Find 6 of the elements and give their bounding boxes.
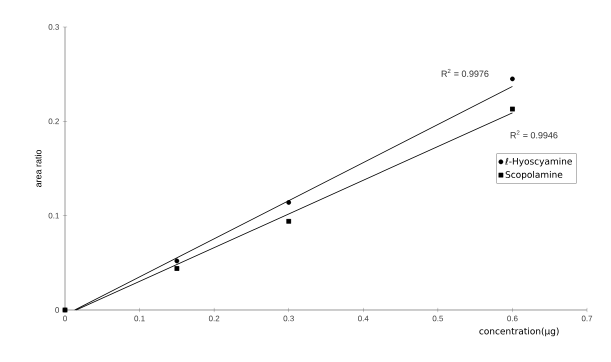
annotation: R$^{2}$ = 0.9976	[442, 68, 489, 77]
legend-label: Scopolamine	[506, 170, 562, 180]
y-axis-title: area ratio	[34, 150, 42, 188]
annotation: R$^{2}$ = 0.9946	[510, 130, 558, 138]
x-axis-title: concentration(μg)	[479, 328, 559, 336]
legend-label: ℓ-Hyoscyamine	[504, 158, 572, 166]
